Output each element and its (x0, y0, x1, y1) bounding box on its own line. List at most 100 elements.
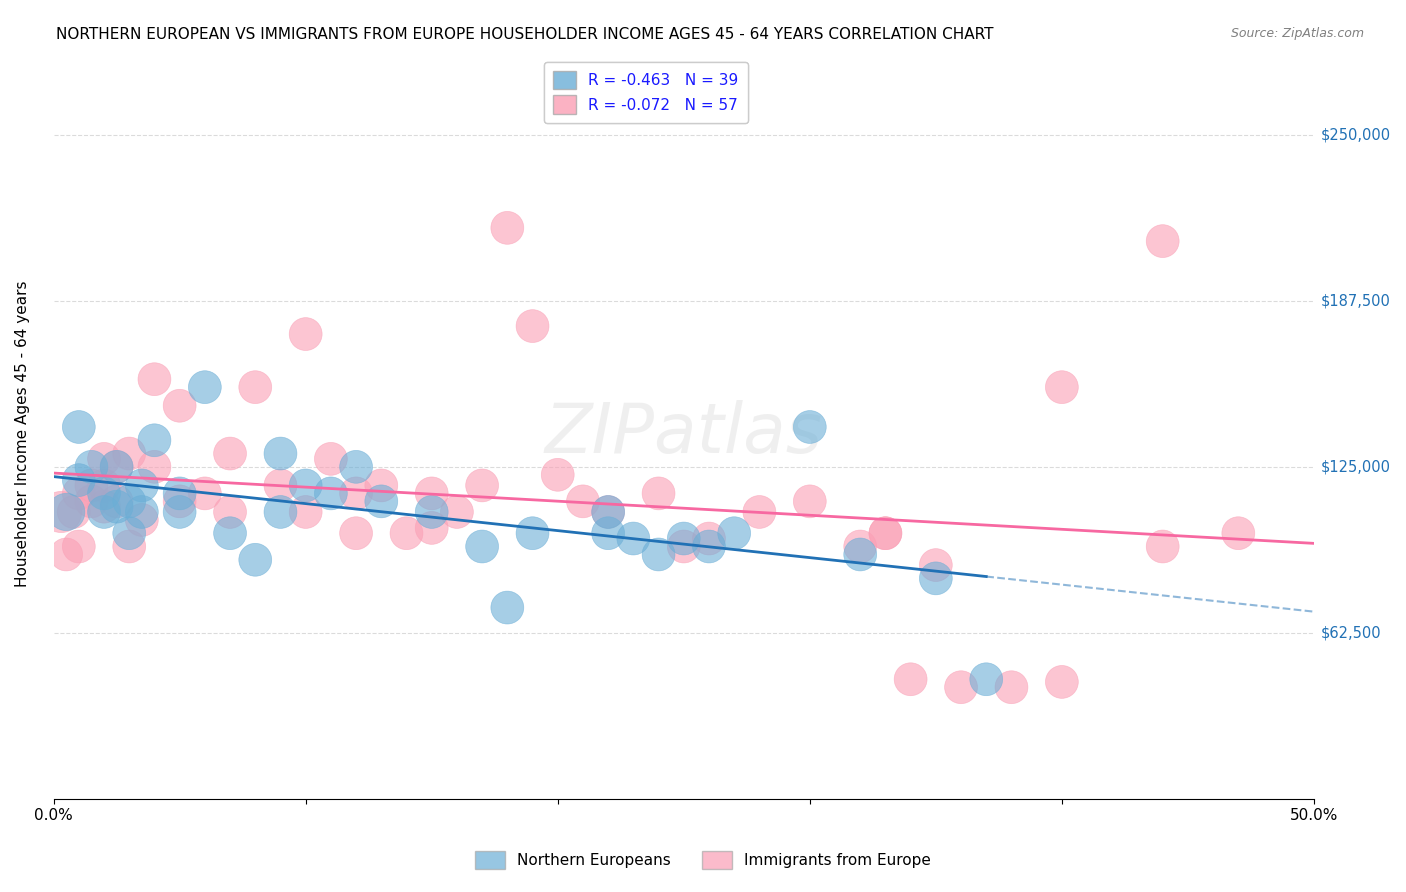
Point (169, 494, 191, 508)
Point (647, 486, 669, 500)
Text: NORTHERN EUROPEAN VS IMMIGRANTS FROM EUROPE HOUSEHOLDER INCOME AGES 45 - 64 YEAR: NORTHERN EUROPEAN VS IMMIGRANTS FROM EUR… (56, 27, 994, 42)
Text: $250,000: $250,000 (1320, 128, 1391, 143)
Point (420, 505, 443, 519)
Point (169, 399, 191, 413)
Point (105, 494, 128, 508)
Point (169, 486, 191, 500)
Point (496, 600, 519, 615)
Point (67, 473, 90, 487)
Point (522, 526, 544, 541)
Point (62, 505, 84, 519)
Point (395, 526, 418, 541)
Point (67, 540, 90, 554)
Point (446, 505, 468, 519)
Point (647, 548, 669, 562)
Point (1152, 234, 1174, 248)
Point (269, 446, 291, 460)
Point (598, 526, 620, 541)
Point (294, 478, 316, 492)
Point (269, 505, 291, 519)
Point (370, 478, 392, 492)
Point (925, 558, 948, 572)
Point (799, 420, 821, 434)
Point (105, 459, 128, 474)
Point (143, 372, 166, 386)
Point (219, 526, 242, 541)
Point (269, 478, 291, 492)
Point (245, 553, 267, 567)
Point (1152, 540, 1174, 554)
Point (925, 571, 948, 585)
Point (80, 459, 103, 474)
Point (55, 505, 77, 519)
Point (572, 494, 595, 508)
Point (131, 478, 153, 492)
Point (697, 532, 720, 546)
Point (1227, 526, 1250, 541)
Point (748, 505, 770, 519)
Point (93, 451, 115, 466)
Point (370, 494, 392, 508)
Point (420, 521, 443, 535)
Point (697, 540, 720, 554)
Point (598, 505, 620, 519)
Legend: Northern Europeans, Immigrants from Europe: Northern Europeans, Immigrants from Euro… (468, 845, 938, 875)
Point (420, 486, 443, 500)
Point (547, 467, 569, 482)
Point (875, 526, 897, 541)
Point (598, 505, 620, 519)
Point (143, 434, 166, 448)
Point (344, 486, 367, 500)
Point (471, 540, 494, 554)
Text: $62,500: $62,500 (1320, 625, 1382, 640)
Point (974, 673, 997, 687)
Point (621, 532, 644, 546)
Point (471, 478, 494, 492)
Text: Source: ZipAtlas.com: Source: ZipAtlas.com (1230, 27, 1364, 40)
Point (118, 540, 141, 554)
Point (294, 327, 316, 342)
Point (67, 420, 90, 434)
Text: $187,500: $187,500 (1320, 293, 1391, 309)
Point (118, 526, 141, 541)
Y-axis label: Householder Income Ages 45 - 64 years: Householder Income Ages 45 - 64 years (15, 280, 30, 587)
Point (344, 459, 367, 474)
Point (319, 451, 342, 466)
Point (51, 505, 73, 519)
Point (950, 680, 973, 694)
Point (93, 500, 115, 514)
Point (194, 380, 217, 394)
Point (1050, 380, 1073, 394)
Text: ZIPatlas: ZIPatlas (544, 401, 823, 467)
Text: $125,000: $125,000 (1320, 459, 1391, 475)
Point (1000, 680, 1022, 694)
Point (496, 220, 519, 235)
Point (143, 459, 166, 474)
Point (294, 505, 316, 519)
Legend: R = -0.463   N = 39, R = -0.072   N = 57: R = -0.463 N = 39, R = -0.072 N = 57 (544, 62, 748, 123)
Point (723, 526, 745, 541)
Point (900, 673, 922, 687)
Point (849, 548, 872, 562)
Point (194, 486, 217, 500)
Point (80, 478, 103, 492)
Point (131, 513, 153, 527)
Point (55, 548, 77, 562)
Point (522, 319, 544, 334)
Point (93, 486, 115, 500)
Point (799, 494, 821, 508)
Point (875, 526, 897, 541)
Point (118, 446, 141, 460)
Point (105, 459, 128, 474)
Point (672, 532, 695, 546)
Point (219, 446, 242, 460)
Point (131, 505, 153, 519)
Point (93, 478, 115, 492)
Point (849, 540, 872, 554)
Point (219, 505, 242, 519)
Point (169, 505, 191, 519)
Point (672, 540, 695, 554)
Point (344, 526, 367, 541)
Point (80, 494, 103, 508)
Point (118, 494, 141, 508)
